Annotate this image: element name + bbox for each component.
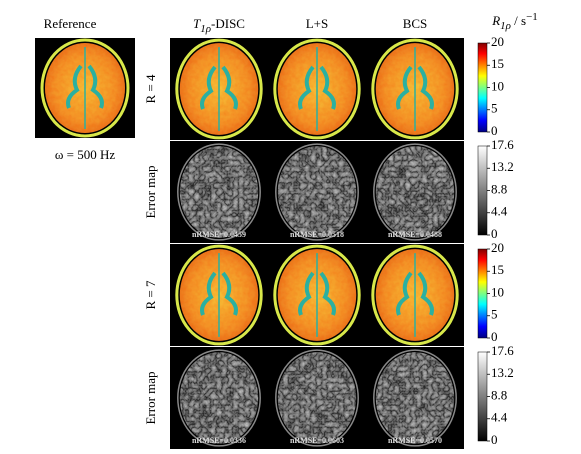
skull: [371, 38, 459, 140]
colorbar-tick-label: 10: [491, 78, 504, 93]
skull: [273, 38, 361, 140]
colorbar-tick-label: 0: [491, 226, 498, 241]
nrmse-label: nRMSE=0.0459: [192, 230, 246, 239]
error-texture: [179, 146, 259, 238]
colorbar-tick-label: 4.4: [491, 204, 508, 219]
colorbar-tick-label: 0: [491, 432, 498, 447]
error-texture: [179, 352, 259, 444]
ventricles: [396, 65, 434, 110]
ventricles: [200, 271, 238, 316]
column-header: BCS: [403, 16, 428, 31]
error-texture: [375, 352, 455, 444]
ventricles: [66, 64, 104, 109]
skull-edge: [373, 143, 457, 241]
colorbar: [477, 42, 488, 133]
error-texture: [375, 146, 455, 238]
colorbar-tick-label: 20: [491, 240, 504, 255]
superscript: −1: [526, 11, 538, 23]
colorbar-tick-label: 13.2: [491, 159, 514, 174]
nrmse-label: nRMSE=0.0336: [192, 436, 246, 445]
symbol: T: [193, 16, 201, 31]
row-label: R = 7: [143, 280, 158, 310]
subscript: 1ρ: [500, 20, 511, 32]
colorbar-tick-label: 20: [491, 34, 504, 49]
colorbar-tick-label: 5: [491, 101, 498, 116]
column-header: T1ρ-DISC: [193, 16, 245, 35]
label: L+S: [306, 16, 329, 31]
nrmse-label: nRMSE=0.0603: [290, 436, 344, 445]
row-label: Error map: [143, 371, 158, 424]
row-label: R = 4: [143, 74, 158, 104]
skull: [40, 38, 130, 138]
colorbar: [477, 351, 488, 442]
ventricles: [298, 271, 336, 316]
skull-edge: [177, 349, 261, 447]
skull-edge: [177, 143, 261, 241]
nrmse-label: nRMSE=0.0518: [290, 230, 344, 239]
row-label: Error map: [143, 165, 158, 218]
ventricles: [396, 271, 434, 316]
colorbar-tick-label: 13.2: [491, 365, 514, 380]
reference-caption: ω = 500 Hz: [55, 147, 116, 162]
unit: / s: [511, 13, 526, 28]
colorbar-tick-label: 15: [491, 56, 504, 71]
colorbar-tick-label: 4.4: [491, 410, 508, 425]
colorbar-tick-label: 8.8: [491, 181, 507, 196]
colorbar-tick-label: 0: [491, 123, 498, 138]
skull: [175, 244, 263, 346]
colorbar: [477, 248, 488, 339]
colorbar-tick-label: 8.8: [491, 387, 507, 402]
skull: [273, 244, 361, 346]
nrmse-label: nRMSE=0.0488: [388, 230, 442, 239]
error-texture: [277, 146, 357, 238]
colorbar-label: R1ρ / s−1: [491, 11, 538, 32]
colorbar-tick-label: 0: [491, 329, 498, 344]
colorbar-tick-label: 5: [491, 307, 498, 322]
reference-label: Reference: [44, 16, 97, 31]
column-header: L+S: [306, 16, 329, 31]
skull-edge: [275, 143, 359, 241]
skull: [371, 244, 459, 346]
skull: [175, 38, 263, 140]
label: BCS: [403, 16, 428, 31]
skull-edge: [275, 349, 359, 447]
subscript: 1ρ: [200, 23, 211, 35]
skull-edge: [373, 349, 457, 447]
suffix: -DISC: [211, 16, 245, 31]
ventricles: [200, 65, 238, 110]
colorbar-tick-label: 17.6: [491, 137, 514, 152]
colorbar-tick-label: 10: [491, 284, 504, 299]
colorbar: [477, 145, 488, 236]
colorbar-tick-label: 15: [491, 262, 504, 277]
nrmse-label: nRMSE=0.0570: [388, 436, 442, 445]
colorbar-tick-label: 17.6: [491, 343, 514, 358]
error-texture: [277, 352, 357, 444]
symbol: R: [491, 13, 500, 28]
ventricles: [298, 65, 336, 110]
